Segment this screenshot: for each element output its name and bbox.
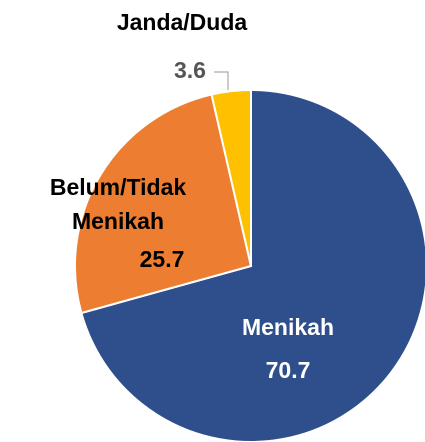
pie-slice (210, 88, 252, 267)
value-label: 25.7 (139, 246, 185, 272)
pie-slice (74, 93, 253, 315)
pie-slice (80, 88, 425, 442)
leader-line (214, 71, 229, 90)
slice-label: Menikah (241, 314, 335, 340)
value-label: 70.7 (265, 357, 311, 383)
slice-label: Janda/Duda (116, 9, 248, 35)
slice-label: Belum/Tidak Menikah (49, 174, 187, 234)
value-label: 3.6 (174, 57, 206, 83)
